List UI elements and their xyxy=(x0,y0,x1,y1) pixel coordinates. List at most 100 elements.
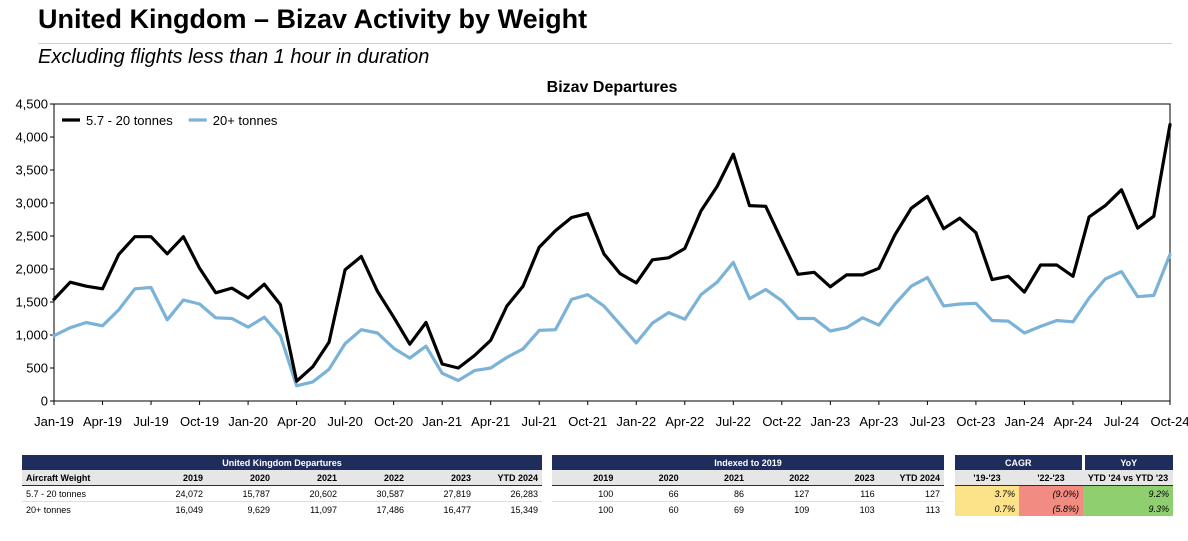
table-row: 5.7 - 20 tonnes 24,072 15,787 20,602 30,… xyxy=(22,485,542,502)
y-tick-label: 500 xyxy=(26,361,48,376)
x-tick-label: Apr-21 xyxy=(471,414,510,429)
indexed-table: Indexed to 2019 2019 2020 2021 2022 2023… xyxy=(552,455,944,517)
row-header: Aircraft Weight xyxy=(22,470,140,486)
departures-table-title: United Kingdom Departures xyxy=(22,455,542,470)
table-cell: 60 xyxy=(668,504,679,515)
x-tick-label: Apr-20 xyxy=(277,414,316,429)
y-tick-label: 3,000 xyxy=(15,196,48,211)
x-tick-label: Apr-24 xyxy=(1053,414,1092,429)
x-tick-label: Oct-22 xyxy=(762,414,801,429)
y-tick-label: 2,500 xyxy=(15,229,48,244)
col-header: 2021 xyxy=(274,470,341,486)
y-tick-label: 0 xyxy=(41,394,48,409)
yoy-cell: 9.2% xyxy=(1083,485,1173,501)
x-tick-label: Jan-24 xyxy=(1005,414,1045,429)
table-cell: 27,819 xyxy=(408,485,475,502)
table-cell: 16,477 xyxy=(443,504,471,515)
x-tick-label: Oct-20 xyxy=(374,414,413,429)
indexed-table-title: Indexed to 2019 xyxy=(552,455,944,470)
table-cell: 86 xyxy=(682,485,748,502)
y-tick-label: 2,000 xyxy=(15,262,48,277)
x-tick-label: Jan-20 xyxy=(228,414,268,429)
table-cell: 15,787 xyxy=(207,485,274,502)
x-tick-label: Jul-22 xyxy=(716,414,751,429)
row-label: 20+ tonnes xyxy=(26,504,71,515)
x-tick-label: Jul-24 xyxy=(1104,414,1139,429)
y-tick-label: 4,000 xyxy=(15,130,48,145)
series-line xyxy=(52,252,1172,388)
cagr-cell: 3.7% xyxy=(955,485,1019,501)
table-cell: 20,602 xyxy=(274,485,341,502)
cagr-title: CAGR xyxy=(955,455,1085,470)
col-header: '22-'23 xyxy=(1019,470,1083,486)
x-tick-label: Jan-19 xyxy=(34,414,74,429)
table-cell: 116 xyxy=(813,485,879,502)
col-header: 2023 xyxy=(813,470,879,486)
cagr-cell: (5.8%) xyxy=(1019,501,1083,516)
x-tick-label: Apr-23 xyxy=(859,414,898,429)
col-header: 2021 xyxy=(682,470,748,486)
table-cell: 30,587 xyxy=(341,485,408,502)
yoy-title: YoY xyxy=(1083,455,1173,470)
x-tick-label: Jan-21 xyxy=(422,414,462,429)
cagr-cell: 0.7% xyxy=(955,501,1019,516)
table-row: 100 60 69 109 103 113 xyxy=(552,502,944,518)
table-row: 0.7% (5.8%) 9.3% xyxy=(955,501,1173,516)
col-header: 2020 xyxy=(207,470,274,486)
page-title: United Kingdom – Bizav Activity by Weigh… xyxy=(38,4,588,34)
col-header: 2020 xyxy=(617,470,683,486)
cagr-cell: (9.0%) xyxy=(1019,485,1083,501)
table-cell: 127 xyxy=(747,485,814,502)
col-header: 2019 xyxy=(140,470,207,486)
x-tick-label: Jul-23 xyxy=(910,414,945,429)
table-cell: 66 xyxy=(617,485,683,502)
y-tick-label: 1,000 xyxy=(15,328,48,343)
series-line xyxy=(52,122,1172,383)
x-tick-label: Oct-21 xyxy=(568,414,607,429)
table-cell: 127 xyxy=(878,485,944,502)
x-tick-label: Oct-19 xyxy=(180,414,219,429)
y-tick-label: 1,500 xyxy=(15,295,48,310)
x-tick-label: Jan-22 xyxy=(616,414,656,429)
table-cell: 113 xyxy=(925,504,940,515)
table-cell: 26,283 xyxy=(475,485,542,502)
table-cell: 69 xyxy=(733,504,744,515)
col-header: 2022 xyxy=(747,470,814,486)
bizav-departures-chart: Bizav Departures 0 500 1,000 1,500 2,000 2,500… xyxy=(15,79,1188,429)
x-tick-label: Oct-23 xyxy=(956,414,995,429)
table-row: 3.7% (9.0%) 9.2% xyxy=(955,485,1173,501)
table-cell: 100 xyxy=(598,504,614,515)
growth-table: CAGR YoY '19-'23 '22-'23 YTD '24 vs YTD … xyxy=(955,455,1173,516)
col-header: 2022 xyxy=(341,470,408,486)
table-cell: 15,349 xyxy=(510,504,538,515)
col-header: 2023 xyxy=(408,470,475,486)
col-header: '19-'23 xyxy=(955,470,1019,486)
title-divider xyxy=(38,43,1172,44)
table-cell: 109 xyxy=(794,504,810,515)
x-tick-label: Jul-21 xyxy=(522,414,557,429)
chart-title: Bizav Departures xyxy=(547,79,678,96)
x-tick-label: Oct-24 xyxy=(1150,414,1188,429)
row-label: 5.7 - 20 tonnes xyxy=(22,485,140,502)
table-cell: 103 xyxy=(859,504,875,515)
y-tick-label: 4,500 xyxy=(15,97,48,112)
col-header: YTD 2024 xyxy=(878,470,944,486)
legend-label: 20+ tonnes xyxy=(213,113,278,128)
table-cell: 9,629 xyxy=(247,504,270,515)
x-tick-label: Jul-20 xyxy=(327,414,362,429)
page-subtitle: Excluding flights less than 1 hour in du… xyxy=(38,46,430,68)
table-cell: 100 xyxy=(552,485,618,502)
x-tick-label: Jul-19 xyxy=(133,414,168,429)
table-cell: 17,486 xyxy=(376,504,404,515)
y-tick-label: 3,500 xyxy=(15,163,48,178)
x-tick-label: Apr-19 xyxy=(83,414,122,429)
table-row: 20+ tonnes 16,049 9,629 11,097 17,486 16… xyxy=(22,502,542,518)
col-header: YTD 2024 xyxy=(475,470,542,486)
table-row: 100 66 86 127 116 127 xyxy=(552,485,944,502)
departures-table: United Kingdom Departures Aircraft Weigh… xyxy=(22,455,542,517)
col-header: 2019 xyxy=(552,470,618,486)
table-cell: 11,097 xyxy=(310,504,337,515)
x-tick-label: Apr-22 xyxy=(665,414,704,429)
legend-label: 5.7 - 20 tonnes xyxy=(86,113,173,128)
plot-frame xyxy=(53,103,1171,402)
